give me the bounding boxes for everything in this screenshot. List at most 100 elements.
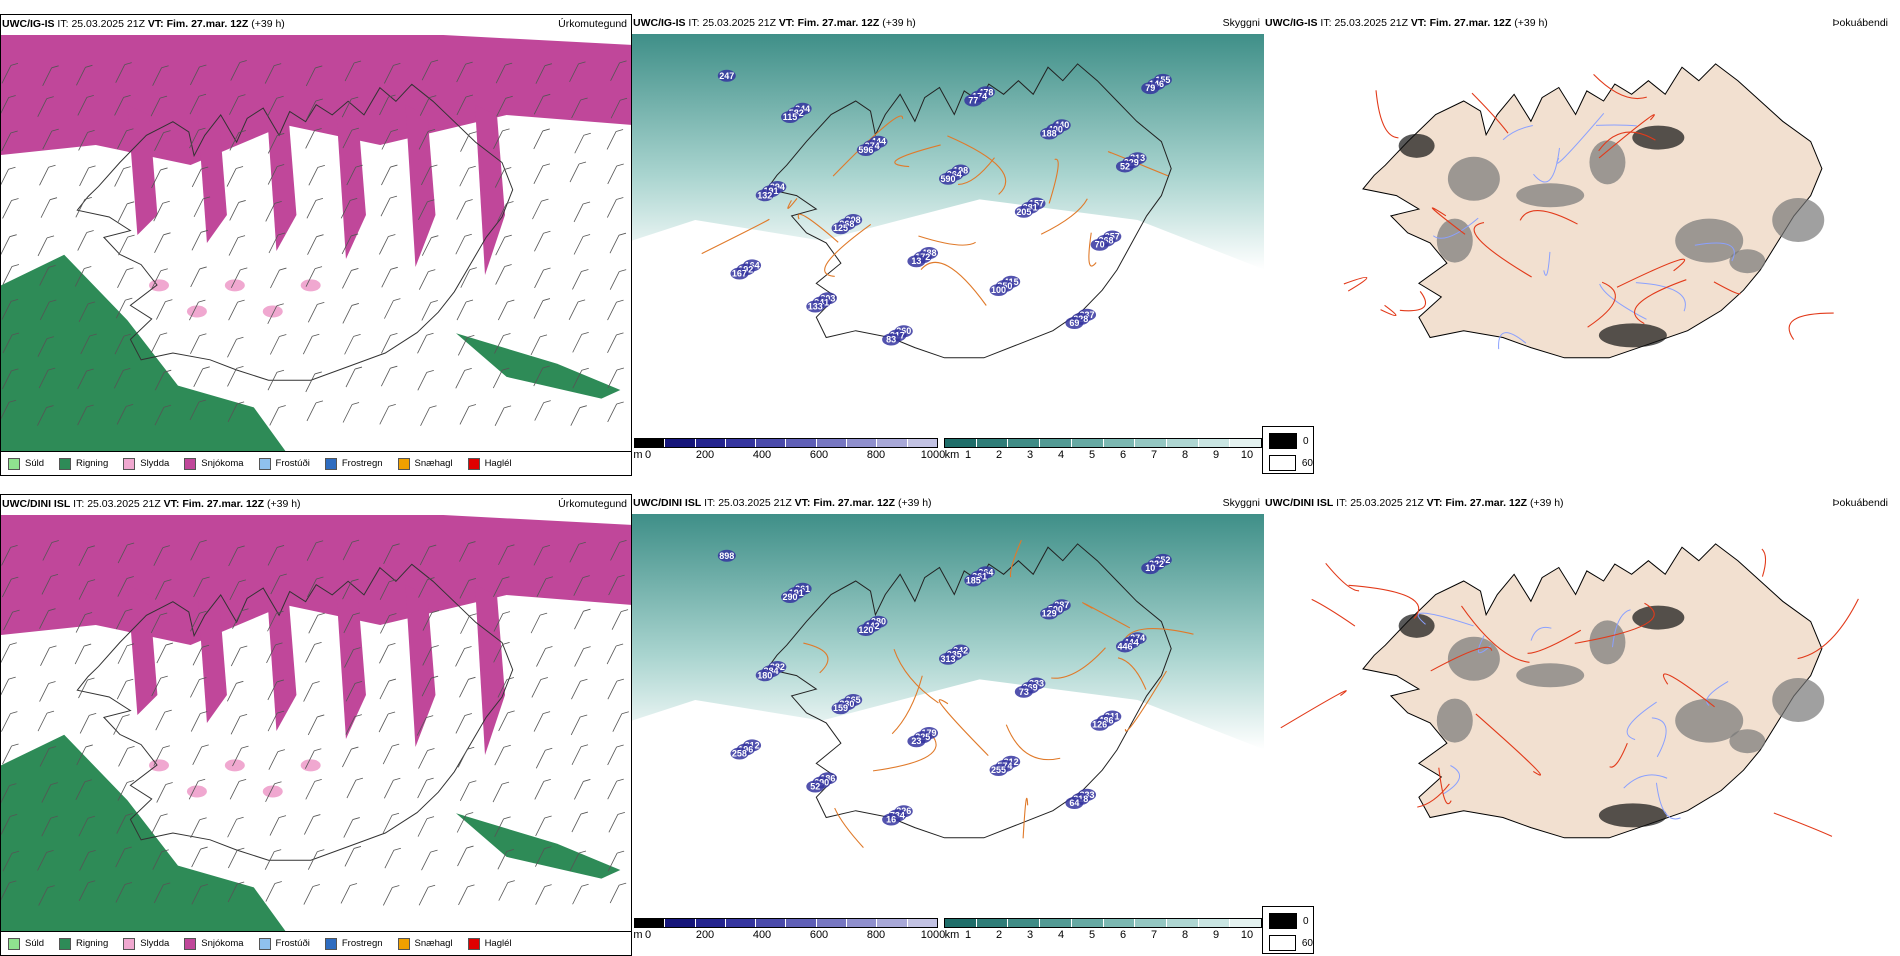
wind-barb [573, 203, 584, 223]
wind-barb-flag [160, 268, 168, 272]
wind-barb [190, 335, 200, 354]
wind-barb-flag [507, 299, 515, 303]
wind-barb-flag [581, 367, 589, 371]
wind-barb-flag [126, 678, 134, 682]
road-line [701, 218, 770, 255]
colorbar-tick: 8 [1181, 449, 1189, 461]
wind-barb [492, 369, 503, 389]
wind-barb-flag [84, 196, 92, 200]
wind-barb-flag [391, 812, 400, 816]
wind-barb [78, 882, 89, 901]
wind-barb-flag [198, 778, 206, 782]
wind-barb-flag [465, 94, 474, 98]
wind-barb-flag [393, 63, 401, 66]
wind-barb [455, 648, 465, 667]
road-line [1519, 210, 1578, 225]
wind-barb [531, 679, 542, 698]
wind-barb [117, 269, 127, 289]
wind-barb [495, 266, 506, 285]
wind-barb-flag [351, 96, 359, 100]
wind-barb [230, 647, 241, 667]
wind-barb [193, 368, 204, 387]
wind-barb [1, 169, 9, 186]
wind-barb [421, 61, 432, 81]
wind-barb-flag [469, 613, 477, 617]
wind-barb [533, 367, 544, 387]
wind-barb [116, 815, 127, 834]
wind-barb-flag [392, 543, 400, 547]
wind-barb-flag [616, 332, 624, 336]
wind-barb [305, 268, 316, 287]
road-line [894, 144, 941, 168]
wind-barb-flag [160, 813, 168, 817]
wind-barb-flag [315, 98, 323, 102]
wind-barb-flag [505, 95, 513, 99]
legend-swatch [324, 457, 337, 470]
cloudbase-value: 247 [719, 71, 734, 81]
wind-barb-flag [274, 849, 282, 853]
wind-barb [610, 100, 621, 119]
model-name: UWC/IG-IS [633, 17, 686, 29]
valid-label: VT: [147, 18, 164, 30]
wind-barb-flag [504, 264, 512, 267]
wind-barb-flag [276, 545, 285, 548]
wind-barb-flag [50, 782, 58, 785]
wind-barb-flag [465, 299, 474, 303]
wind-barb [498, 712, 509, 732]
wind-barb-flag [354, 714, 362, 717]
road-line [1609, 742, 1628, 768]
road-line [1634, 279, 1687, 325]
wind-barb [117, 782, 128, 801]
wind-barb [419, 97, 430, 116]
wind-barb [230, 716, 241, 735]
fog-panel: UWC/DINI ISL IT: 25.03.2025 21Z VT: Fim.… [1264, 494, 1900, 956]
wind-barb [75, 614, 86, 633]
wind-barb-flag [159, 95, 168, 99]
panel-title: UWC/DINI ISL IT: 25.03.2025 21Z VT: Fim.… [2, 498, 301, 510]
wind-barb [418, 750, 428, 769]
wind-barb [78, 132, 88, 151]
wind-barb-flag [583, 132, 591, 136]
wind-barb [2, 853, 13, 872]
legend-item: Frostúði [258, 457, 310, 470]
wind-barb [80, 335, 91, 355]
wind-barb-flag [236, 366, 244, 369]
wind-barb-flag [238, 200, 246, 203]
model-name: UWC/IG-IS [1265, 17, 1318, 29]
wind-barb [533, 96, 544, 115]
wind-barb-flag [123, 166, 131, 169]
wind-barb [151, 677, 162, 697]
wind-barb [42, 67, 52, 86]
road-line [1325, 562, 1360, 592]
cloudbase-area [1040, 127, 1059, 140]
wind-barb-flag [620, 609, 629, 613]
wind-barb-flag [124, 62, 132, 66]
wind-barb [495, 237, 506, 256]
wind-barb-flag [51, 65, 59, 69]
wind-barb-flag [465, 61, 473, 65]
legend-label: Frostregn [341, 458, 383, 469]
wind-barb-flag [164, 709, 172, 713]
wind-barb-flag [503, 405, 512, 409]
wind-barb [153, 547, 164, 566]
wind-barb [115, 848, 126, 868]
wind-barb [308, 167, 319, 186]
wind-barb [77, 370, 87, 390]
wind-barb-flag [617, 811, 625, 815]
wind-barb-flag [50, 815, 58, 819]
wind-barb-flag [543, 93, 551, 97]
wind-barb-flag [619, 60, 627, 64]
wind-barb [494, 169, 505, 188]
colorbar-unit: km [944, 449, 960, 461]
wind-barb [39, 748, 50, 767]
wind-barb-flag [236, 680, 244, 684]
wind-barb [267, 712, 278, 732]
wind-barb-flag [505, 62, 513, 66]
cloudbase-area [806, 780, 825, 793]
cloudbase-area [882, 333, 901, 346]
wind-barb-flag [86, 95, 94, 98]
fog-index-patch [1516, 663, 1585, 688]
wind-barb [494, 407, 505, 427]
sleet-patch [186, 785, 207, 798]
wind-barb [118, 748, 128, 767]
